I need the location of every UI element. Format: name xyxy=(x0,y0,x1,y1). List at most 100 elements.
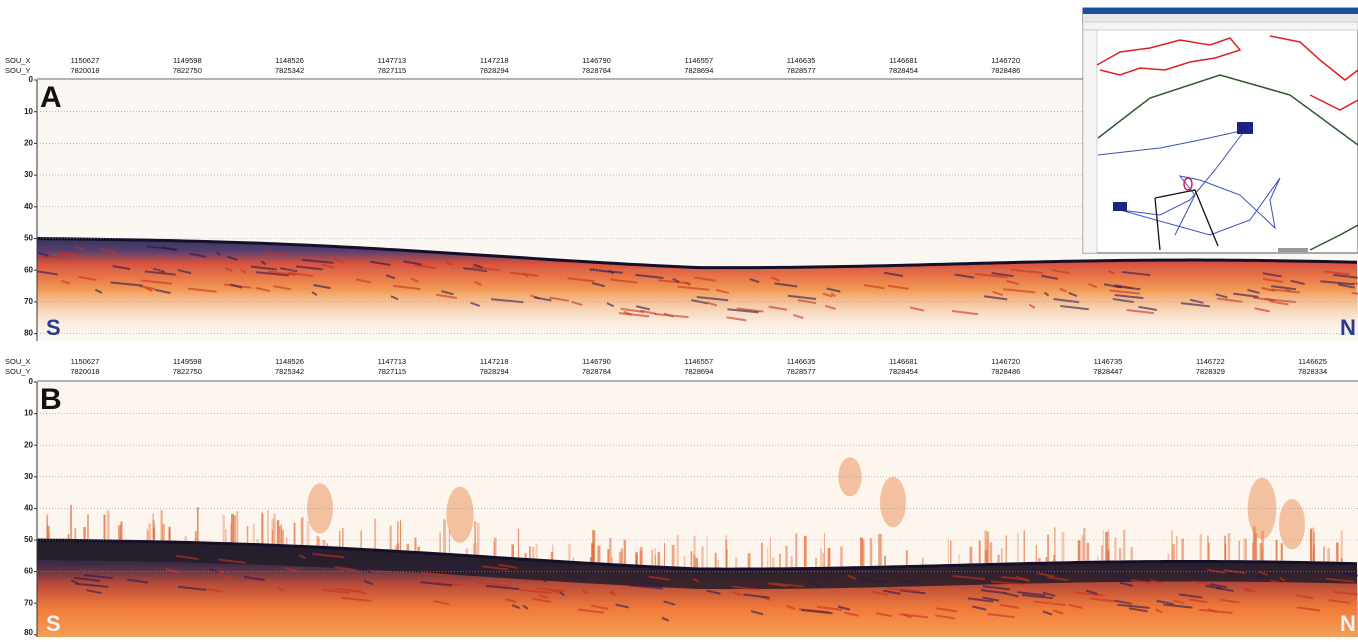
sub-bottom-echo xyxy=(635,305,651,311)
sou-y-value: 7828447 xyxy=(1093,367,1122,376)
sub-bottom-echo xyxy=(1131,579,1152,585)
sub-bottom-echo xyxy=(967,597,994,603)
sub-bottom-echo xyxy=(509,271,539,277)
sub-bottom-echo xyxy=(696,296,729,302)
depth-tick-label: 80 xyxy=(24,628,33,637)
sou-x-value: 1146720 xyxy=(991,56,1020,65)
sub-bottom-echo xyxy=(434,600,450,606)
sub-bottom-echo xyxy=(706,589,721,595)
sub-bottom-echo xyxy=(640,581,664,587)
sub-bottom-echo xyxy=(610,278,638,284)
sou-x-label: SOU_X xyxy=(5,56,30,65)
sub-bottom-echo xyxy=(654,313,689,319)
depth-tick-label: 20 xyxy=(24,440,33,449)
sou-x-value: 1148526 xyxy=(275,357,304,366)
sub-bottom-echo xyxy=(898,578,918,584)
sou-y-value: 7828694 xyxy=(684,66,713,75)
sub-bottom-echo xyxy=(1117,603,1150,609)
sub-bottom-echo xyxy=(620,307,645,313)
fish-school xyxy=(880,476,906,528)
sub-bottom-echo xyxy=(177,269,192,275)
sub-bottom-echo xyxy=(1047,576,1069,582)
sub-bottom-echo xyxy=(37,254,72,260)
sou-y-label: SOU_Y xyxy=(5,66,30,75)
sub-bottom-echo xyxy=(436,563,465,569)
sub-bottom-echo xyxy=(661,616,670,622)
sub-bottom-echo xyxy=(824,577,830,583)
sub-bottom-echo xyxy=(112,264,131,271)
sub-bottom-echo xyxy=(78,275,97,282)
sou-y-value: 7828294 xyxy=(480,367,509,376)
sou-x-value: 1146720 xyxy=(991,357,1020,366)
sub-bottom-echo xyxy=(1173,599,1185,605)
sub-bottom-echo xyxy=(706,301,718,307)
sub-bottom-echo xyxy=(1242,587,1250,593)
sub-bottom-echo xyxy=(341,596,372,602)
sub-bottom-echo xyxy=(1178,593,1203,599)
sub-bottom-echo xyxy=(86,589,102,595)
sub-bottom-echo xyxy=(421,571,454,577)
sou-x-value: 1146790 xyxy=(582,357,611,366)
sub-bottom-echo xyxy=(1220,598,1240,604)
sub-bottom-echo xyxy=(98,248,118,254)
sub-bottom-echo xyxy=(533,296,552,302)
sub-bottom-echo xyxy=(1114,293,1144,300)
sub-bottom-echo xyxy=(1290,279,1305,285)
sub-bottom-echo xyxy=(606,302,615,308)
sub-bottom-echo xyxy=(983,295,1008,301)
sub-bottom-echo xyxy=(1042,610,1053,616)
fish-school xyxy=(1279,499,1305,550)
sub-bottom-echo xyxy=(485,584,520,591)
sub-bottom-echo xyxy=(990,580,1025,586)
sub-bottom-echo xyxy=(1068,603,1083,610)
sub-bottom-echo xyxy=(1006,279,1020,286)
sub-bottom-echo xyxy=(1114,599,1132,605)
sub-bottom-echo xyxy=(470,301,481,307)
depth-tick-label: 60 xyxy=(24,567,33,576)
sub-bottom-echo xyxy=(899,589,926,595)
sub-bottom-echo xyxy=(1259,570,1268,576)
direction-north: N xyxy=(1340,611,1356,636)
sub-bottom-echo xyxy=(767,582,788,588)
sub-bottom-echo xyxy=(141,279,173,285)
sou-y-value: 7828454 xyxy=(889,66,918,75)
sub-bottom-echo xyxy=(540,577,547,583)
sub-bottom-echo xyxy=(471,266,501,272)
sub-bottom-echo xyxy=(663,600,676,606)
sub-bottom-echo xyxy=(333,258,344,264)
sub-bottom-echo xyxy=(1149,579,1163,585)
sub-bottom-echo xyxy=(1180,302,1210,308)
sub-bottom-echo xyxy=(224,267,234,273)
sub-bottom-echo xyxy=(298,554,307,560)
sub-bottom-echo xyxy=(441,290,454,296)
sou-x-value: 1147218 xyxy=(480,56,509,65)
sub-bottom-echo xyxy=(974,272,1008,279)
sub-bottom-echo xyxy=(519,588,552,595)
sou-x-value: 1147713 xyxy=(378,56,407,65)
sub-bottom-echo xyxy=(1089,597,1118,603)
sou-x-value: 1146635 xyxy=(787,56,816,65)
sub-bottom-echo xyxy=(1085,589,1098,595)
sub-bottom-echo xyxy=(189,252,207,258)
sub-bottom-echo xyxy=(610,590,616,596)
sub-bottom-echo xyxy=(847,574,857,580)
sub-bottom-echo xyxy=(883,271,904,277)
sub-bottom-echo xyxy=(615,603,630,609)
sub-bottom-echo xyxy=(1119,581,1134,587)
sub-bottom-echo xyxy=(1233,292,1259,298)
sub-bottom-echo xyxy=(393,284,421,291)
sub-bottom-echo xyxy=(726,316,747,322)
sub-bottom-echo xyxy=(482,565,509,571)
depth-tick-label: 40 xyxy=(24,202,33,211)
sub-bottom-echo xyxy=(295,265,324,271)
sub-bottom-echo xyxy=(1247,288,1260,295)
sub-bottom-echo xyxy=(321,263,335,269)
sub-bottom-echo xyxy=(94,288,103,294)
depth-tick-label: 40 xyxy=(24,504,33,513)
sub-bottom-echo xyxy=(1351,282,1358,285)
sou-y-value: 7820018 xyxy=(70,66,99,75)
sub-bottom-echo xyxy=(801,609,833,615)
depth-tick-label: 50 xyxy=(24,535,33,544)
sub-bottom-echo xyxy=(312,553,345,559)
sub-bottom-echo xyxy=(300,552,320,558)
